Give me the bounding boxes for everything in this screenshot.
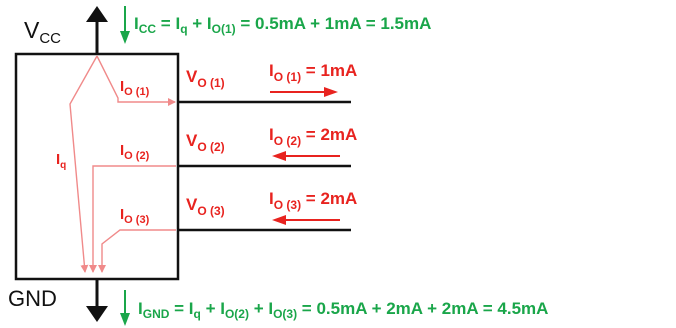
io1-internal-main: I bbox=[120, 78, 124, 95]
vo3-sub: O (3) bbox=[197, 204, 224, 218]
internal-current-paths bbox=[69, 55, 176, 273]
vcc-main: V bbox=[24, 17, 40, 43]
io1-current-label: IO (1) = 1mA bbox=[269, 61, 357, 84]
io2-direction-arrow bbox=[272, 151, 340, 161]
vo3-label: VO (3) bbox=[186, 195, 225, 218]
io3-internal-sub: O (3) bbox=[124, 214, 149, 226]
iq-path bbox=[69, 55, 98, 273]
io2-current-label: IO (2) = 2mA bbox=[269, 125, 357, 148]
gnd-label: GND bbox=[8, 286, 57, 311]
io2-current-sub: O (2) bbox=[274, 134, 301, 148]
iq-label-main: I bbox=[56, 151, 60, 168]
vo2-sub: O (2) bbox=[197, 140, 224, 154]
io1-internal-sub: O (1) bbox=[124, 86, 149, 98]
ignd-io2-sub: O(2) bbox=[225, 307, 249, 321]
io1-current-main: I bbox=[269, 61, 274, 80]
icc-plus1: + I bbox=[188, 14, 212, 33]
icc-eq1: = I bbox=[156, 14, 180, 33]
ignd-equation: IGND = Iq + IO(2) + IO(3) = 0.5mA + 2mA … bbox=[138, 299, 548, 321]
vo3-main: V bbox=[186, 195, 198, 214]
icc-lhs-sub: CC bbox=[139, 22, 157, 36]
ignd-io3-sub: O(3) bbox=[273, 307, 297, 321]
vo2-label: VO (2) bbox=[186, 131, 225, 154]
icc-rest: = 0.5mA + 1mA = 1.5mA bbox=[236, 14, 432, 33]
io3-internal-main: I bbox=[120, 206, 124, 223]
io1-current-value: = 1mA bbox=[301, 61, 357, 80]
vo2-main: V bbox=[186, 131, 198, 150]
io1-direction-arrow bbox=[270, 87, 338, 97]
io3-path bbox=[98, 229, 176, 273]
icc-iq-sub: q bbox=[180, 22, 187, 36]
vcc-label: VCC bbox=[24, 17, 61, 47]
vo1-label: VO (1) bbox=[186, 67, 225, 90]
ignd-lhs-sub: GND bbox=[143, 307, 170, 321]
io2-internal-label: IO (2) bbox=[120, 142, 150, 162]
icc-io-sub: O(1) bbox=[212, 22, 236, 36]
iq-label: Iq bbox=[56, 151, 66, 171]
ignd-lhs: I bbox=[138, 299, 143, 318]
gnd-rail: GND bbox=[8, 279, 108, 322]
io1-internal-label: IO (1) bbox=[120, 78, 150, 98]
icc-down-arrow bbox=[120, 6, 130, 44]
iq-label-sub: q bbox=[60, 160, 66, 171]
vo1-sub: O (1) bbox=[197, 76, 224, 90]
io3-internal-label: IO (3) bbox=[120, 206, 150, 226]
icc-lhs: I bbox=[134, 14, 139, 33]
io2-current-value: = 2mA bbox=[301, 125, 357, 144]
io1-path bbox=[96, 55, 176, 106]
ignd-plus1: + I bbox=[201, 299, 225, 318]
ignd-plus2: + I bbox=[249, 299, 273, 318]
io3-current-label: IO (3) = 2mA bbox=[269, 189, 357, 212]
vcc-rail: VCC bbox=[24, 6, 108, 54]
io3-current-value: = 2mA bbox=[301, 189, 357, 208]
vcc-sub: CC bbox=[39, 30, 61, 47]
io1-current-sub: O (1) bbox=[274, 70, 301, 84]
output-pins bbox=[178, 100, 351, 232]
vo1-main: V bbox=[186, 67, 198, 86]
io2-current-main: I bbox=[269, 125, 274, 144]
ignd-eq1: = I bbox=[169, 299, 193, 318]
io3-direction-arrow bbox=[272, 215, 340, 225]
icc-equation: ICC = Iq + IO(1) = 0.5mA + 1mA = 1.5mA bbox=[134, 14, 431, 36]
ignd-rest: = 0.5mA + 2mA + 2mA = 4.5mA bbox=[297, 299, 548, 318]
io3-current-sub: O (3) bbox=[274, 198, 301, 212]
ignd-iq-sub: q bbox=[194, 307, 201, 321]
io3-current-main: I bbox=[269, 189, 274, 208]
io2-internal-sub: O (2) bbox=[124, 150, 149, 162]
io2-path bbox=[89, 165, 176, 273]
ignd-down-arrow bbox=[120, 290, 130, 326]
io2-internal-main: I bbox=[120, 142, 124, 159]
